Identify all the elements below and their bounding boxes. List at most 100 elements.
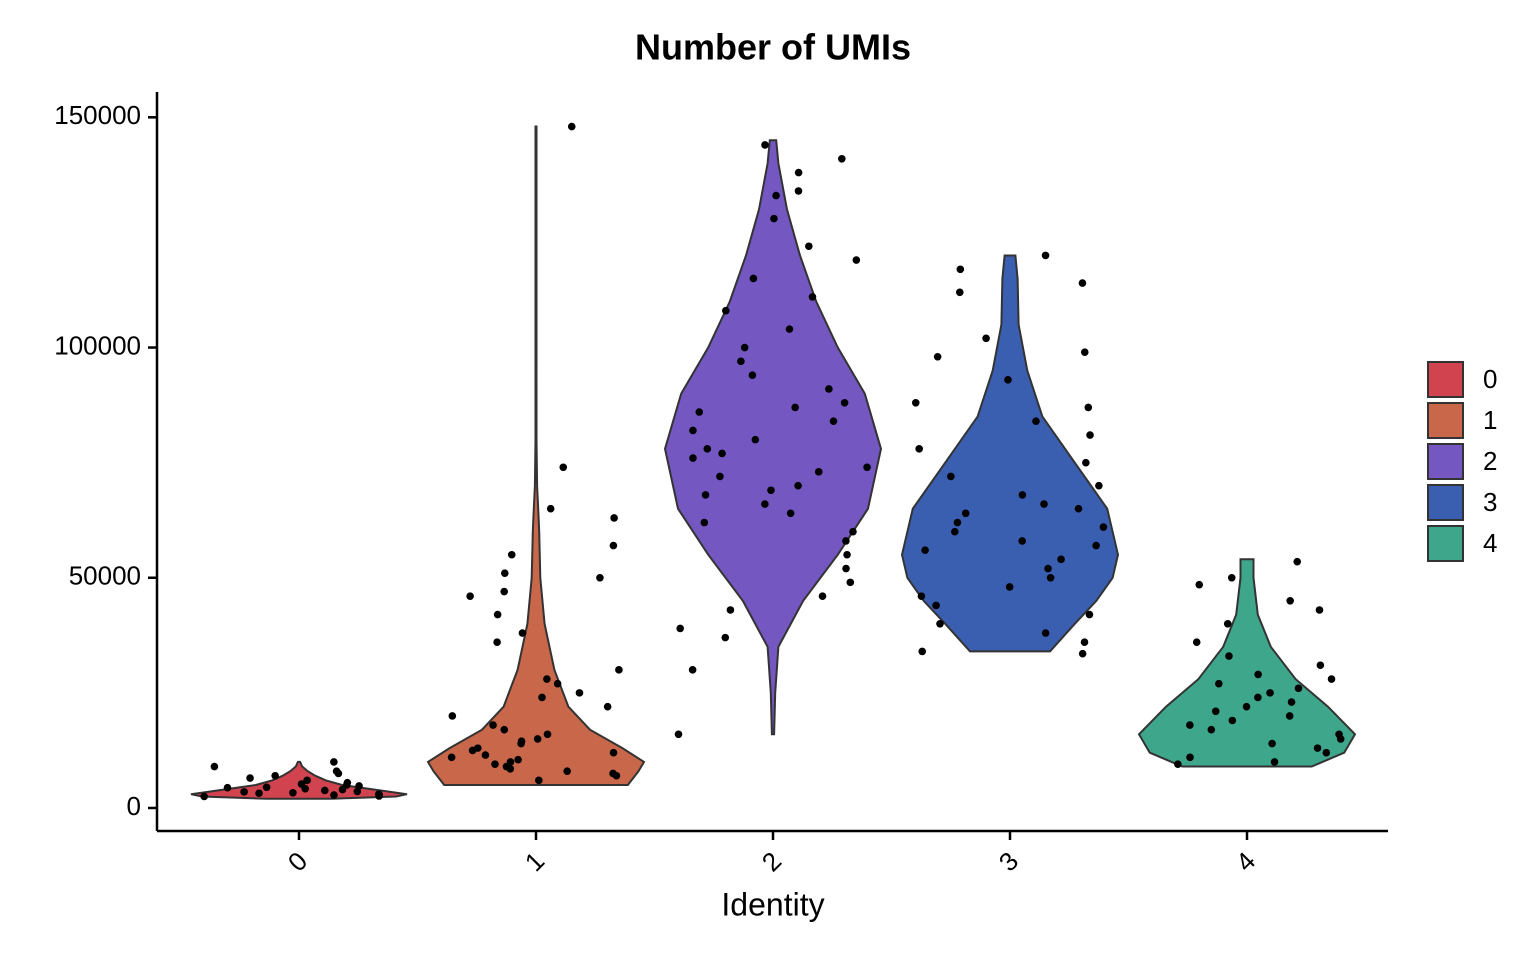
point xyxy=(921,546,929,554)
point xyxy=(271,771,279,780)
point xyxy=(538,693,546,702)
point xyxy=(1293,557,1302,566)
point xyxy=(303,776,311,785)
point xyxy=(567,122,576,131)
point xyxy=(200,792,209,801)
point xyxy=(955,288,964,297)
x-tick-label: 0 xyxy=(282,846,313,877)
point xyxy=(1078,649,1087,658)
point xyxy=(493,610,502,619)
point xyxy=(255,789,263,798)
point xyxy=(936,620,944,628)
point xyxy=(575,689,584,697)
point xyxy=(808,293,817,301)
point xyxy=(1095,481,1103,490)
legend-swatch xyxy=(1427,361,1464,398)
point xyxy=(543,675,551,683)
point xyxy=(726,606,735,614)
point xyxy=(468,746,477,755)
point xyxy=(1286,596,1294,605)
point xyxy=(703,445,712,453)
point xyxy=(1313,744,1322,752)
point xyxy=(246,774,254,782)
y-tick-label: 50000 xyxy=(69,561,141,591)
point xyxy=(546,504,555,513)
point xyxy=(1266,689,1274,697)
point xyxy=(770,214,778,223)
point xyxy=(689,426,697,435)
point xyxy=(748,371,757,379)
point xyxy=(543,730,552,739)
violin xyxy=(900,254,1120,653)
x-tick-label: 3 xyxy=(993,846,1024,877)
point xyxy=(448,712,457,720)
point xyxy=(1082,458,1090,467)
point xyxy=(737,357,745,366)
point xyxy=(1215,679,1223,688)
point xyxy=(1287,698,1296,706)
legend-label: 3 xyxy=(1483,487,1497,517)
x-tick-label: 4 xyxy=(1230,846,1261,877)
point xyxy=(1327,675,1336,683)
point xyxy=(829,417,838,426)
point xyxy=(794,187,803,195)
point xyxy=(1211,707,1220,716)
point xyxy=(688,666,697,674)
point xyxy=(289,788,297,797)
point xyxy=(843,550,851,559)
point xyxy=(481,751,490,759)
point xyxy=(1192,638,1201,647)
point xyxy=(609,769,617,778)
point xyxy=(917,592,926,600)
point xyxy=(1195,580,1204,589)
point xyxy=(786,509,795,518)
point xyxy=(535,776,543,785)
point xyxy=(1315,606,1324,614)
point xyxy=(1084,403,1093,412)
legend-label: 4 xyxy=(1483,528,1497,558)
point xyxy=(863,463,871,472)
point xyxy=(846,578,855,587)
point xyxy=(1005,583,1014,591)
point xyxy=(1092,541,1100,550)
point xyxy=(609,748,618,757)
point xyxy=(466,592,474,600)
point xyxy=(947,472,955,481)
point xyxy=(749,274,758,283)
point xyxy=(489,721,497,729)
point xyxy=(791,403,799,412)
point xyxy=(794,168,803,177)
legend-label: 0 xyxy=(1483,364,1497,394)
x-axis-label: Identity xyxy=(721,886,824,922)
point xyxy=(840,398,849,407)
point xyxy=(1041,629,1050,637)
point xyxy=(262,783,271,792)
point xyxy=(506,765,515,773)
point xyxy=(1046,573,1055,582)
point xyxy=(1228,716,1237,725)
point xyxy=(772,191,780,200)
point xyxy=(1254,670,1262,679)
violin xyxy=(426,125,646,786)
point xyxy=(1074,504,1083,513)
point xyxy=(1080,348,1089,356)
legend-label: 2 xyxy=(1483,446,1497,476)
legend-swatch xyxy=(1427,402,1464,439)
point xyxy=(1018,491,1027,499)
point xyxy=(1223,620,1232,628)
point xyxy=(718,449,726,458)
point xyxy=(610,514,618,522)
point xyxy=(933,352,942,361)
point xyxy=(674,730,683,739)
point xyxy=(761,500,769,508)
point xyxy=(596,573,604,582)
legend-swatch xyxy=(1427,484,1464,521)
chart-title: Number of UMIs xyxy=(635,27,911,68)
point xyxy=(353,787,362,796)
point xyxy=(559,463,568,472)
point xyxy=(518,629,527,637)
point xyxy=(603,702,612,711)
point xyxy=(1285,712,1294,720)
y-tick-label: 150000 xyxy=(54,100,141,130)
